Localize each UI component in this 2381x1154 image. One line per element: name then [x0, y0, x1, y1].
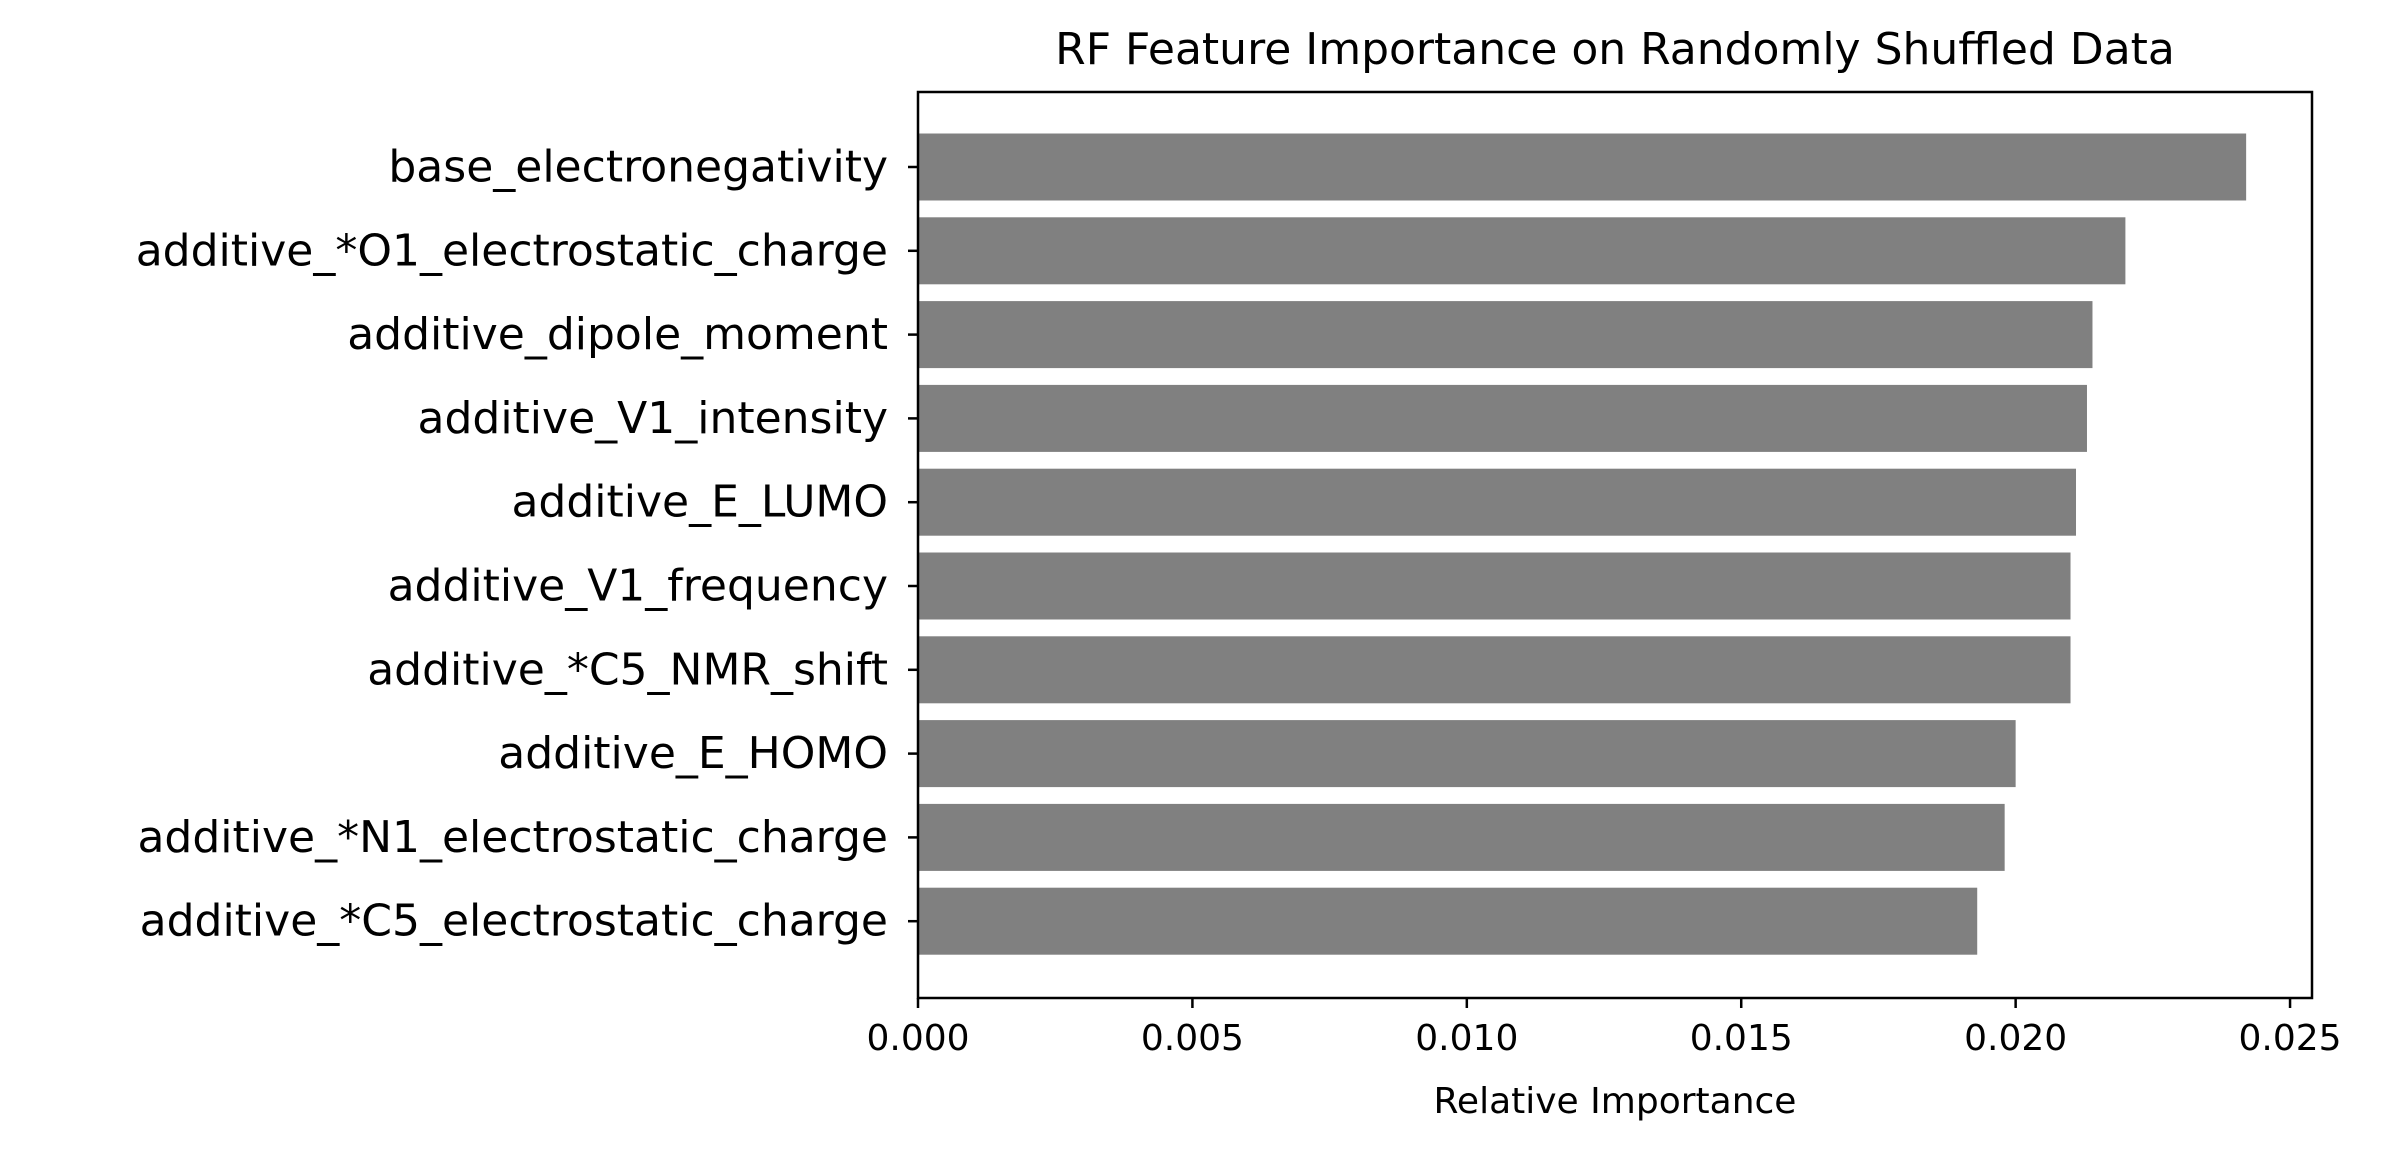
y-tick-label: additive_V1_frequency: [388, 561, 888, 612]
y-tick-label: additive_V1_intensity: [418, 393, 889, 444]
bar: [918, 133, 2247, 201]
bar: [918, 217, 2126, 285]
x-tick-label: 0.000: [866, 1018, 969, 1059]
x-tick-label: 0.025: [2239, 1018, 2342, 1059]
chart-title: RF Feature Importance on Randomly Shuffl…: [1055, 24, 2175, 75]
bar: [918, 803, 2005, 871]
y-tick-label: additive_*N1_electrostatic_charge: [137, 812, 888, 863]
y-tick-label: base_electronegativity: [388, 142, 888, 193]
bar: [918, 384, 2087, 452]
bar: [918, 636, 2071, 704]
y-tick-label: additive_E_LUMO: [511, 477, 888, 528]
y-tick-label: additive_*C5_NMR_shift: [367, 644, 888, 695]
bar: [918, 720, 2016, 788]
y-tick-label: additive_*C5_electrostatic_charge: [140, 896, 888, 947]
y-tick-labels: base_electronegativity additive_*O1_elect…: [136, 142, 918, 947]
x-ticks: 0.000 0.005 0.010 0.015 0.020 0.025: [866, 998, 2342, 1059]
x-tick-label: 0.005: [1141, 1018, 1244, 1059]
y-tick-label: additive_*O1_electrostatic_charge: [136, 225, 888, 276]
bar: [918, 552, 2071, 620]
x-tick-label: 0.010: [1415, 1018, 1518, 1059]
x-axis-label: Relative Importance: [1434, 1081, 1797, 1122]
x-tick-label: 0.015: [1690, 1018, 1793, 1059]
x-tick-label: 0.020: [1964, 1018, 2067, 1059]
bars-group: [918, 133, 2247, 955]
y-tick-label: additive_dipole_moment: [347, 309, 888, 360]
bar: [918, 468, 2077, 536]
bar: [918, 887, 1978, 955]
y-tick-label: additive_E_HOMO: [498, 728, 888, 779]
bar: [918, 301, 2093, 369]
plot-frame: [916, 90, 2314, 1000]
